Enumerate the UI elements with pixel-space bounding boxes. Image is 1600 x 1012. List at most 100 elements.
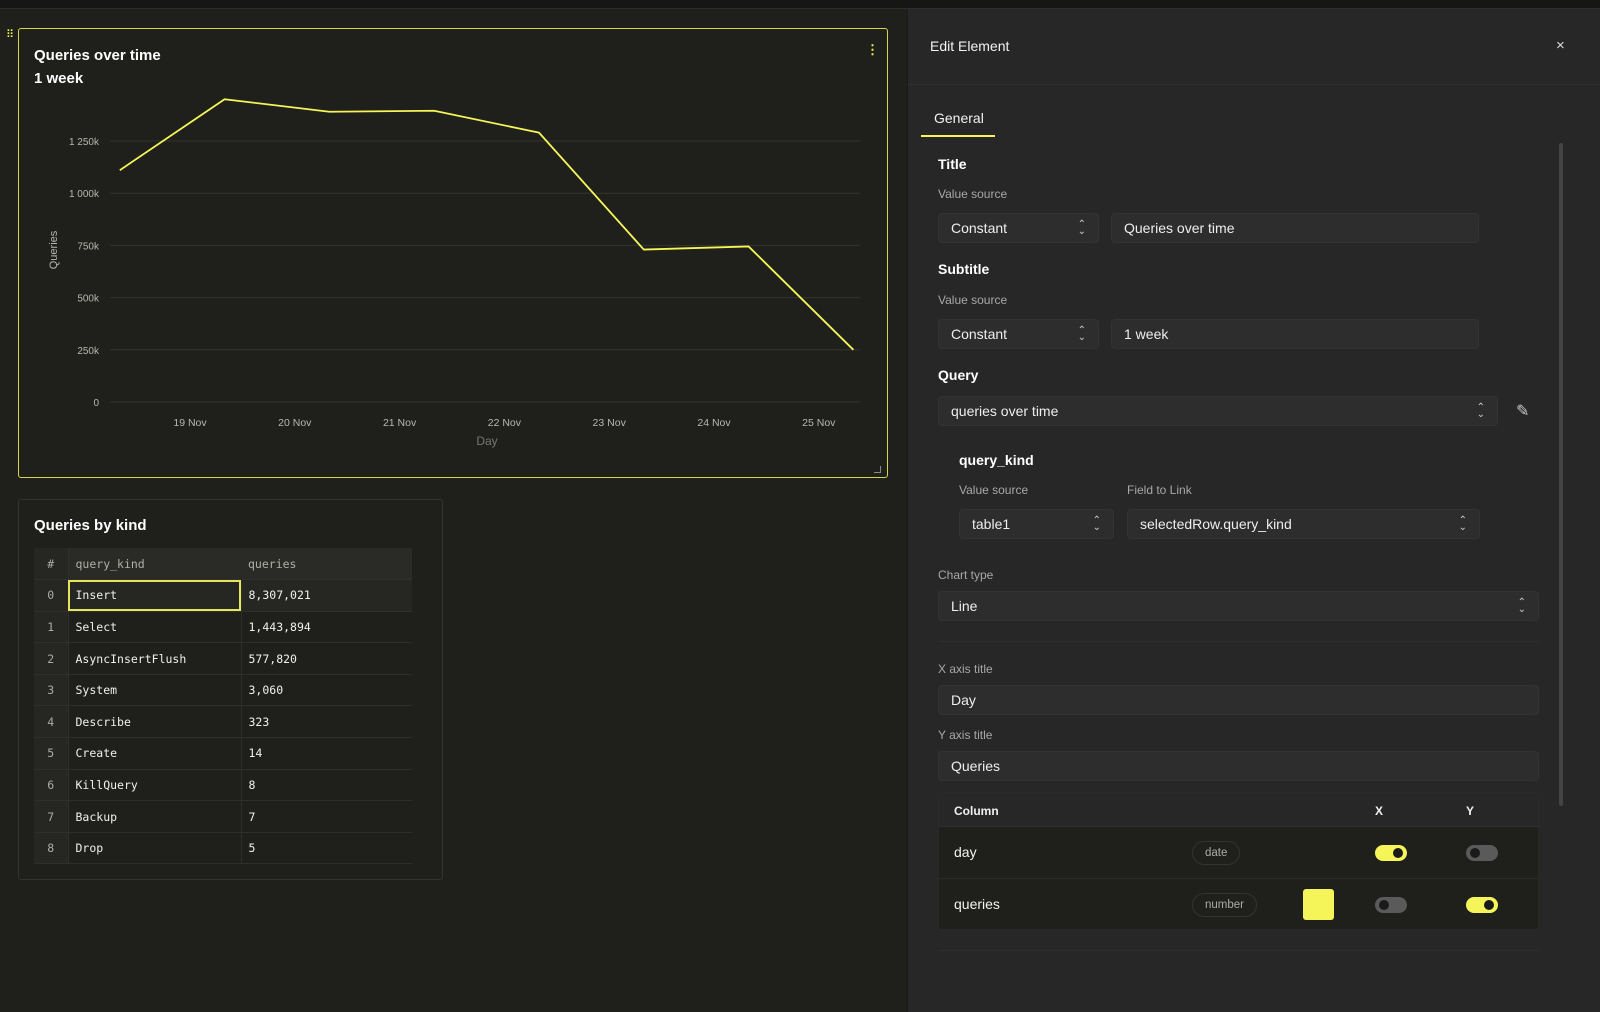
column-header-index[interactable]: # xyxy=(34,548,69,581)
table-row[interactable]: 8 Drop 5 xyxy=(34,832,412,865)
row-index[interactable]: 7 xyxy=(34,800,69,833)
x-tick-label: 19 Nov xyxy=(173,417,207,429)
queries-cell[interactable]: 8 xyxy=(241,769,412,802)
divider xyxy=(938,641,1539,642)
column-header: Column xyxy=(954,804,999,818)
queries-cell[interactable]: 323 xyxy=(241,705,412,739)
query-kind-cell[interactable]: Insert xyxy=(68,579,242,612)
series-color-swatch[interactable] xyxy=(1303,889,1334,920)
y-tick-label: 500k xyxy=(77,294,100,305)
chart-type-select[interactable]: Line ⌃ ⌄ xyxy=(938,591,1539,621)
column-header-queries[interactable]: queries xyxy=(241,548,412,581)
table-row[interactable]: 3 System 3,060 xyxy=(34,674,412,707)
x-axis-title: Day xyxy=(476,434,497,448)
y-toggle[interactable] xyxy=(1466,845,1498,861)
row-index[interactable]: 0 xyxy=(34,579,69,612)
subtitle-value-input[interactable]: 1 week xyxy=(1111,319,1479,349)
y-toggle[interactable] xyxy=(1466,897,1498,913)
select-value: queries over time xyxy=(951,403,1059,419)
title-source-select[interactable]: Constant ⌃ ⌄ xyxy=(938,213,1099,243)
close-icon[interactable]: × xyxy=(1556,37,1565,54)
query-kind-cell[interactable]: KillQuery xyxy=(68,769,242,802)
resize-handle-icon[interactable] xyxy=(874,466,881,473)
row-index[interactable]: 8 xyxy=(34,832,69,865)
param-heading: query_kind xyxy=(959,452,1034,468)
row-index[interactable]: 3 xyxy=(34,674,69,707)
table-row[interactable]: 7 Backup 7 xyxy=(34,800,412,833)
chevron-updown-icon: ⌃ ⌄ xyxy=(1517,597,1526,615)
table-row[interactable]: 6 KillQuery 8 xyxy=(34,769,412,802)
chevron-updown-icon: ⌃ ⌄ xyxy=(1077,219,1086,237)
title-source-label: Value source xyxy=(938,187,1008,201)
query-kind-cell[interactable]: AsyncInsertFlush xyxy=(68,642,242,675)
param-source-label: Value source xyxy=(959,483,1029,497)
query-kind-cell[interactable]: Create xyxy=(68,737,242,770)
row-index[interactable]: 2 xyxy=(34,642,69,675)
table-row[interactable]: 2 AsyncInsertFlush 577,820 xyxy=(34,642,412,675)
chevron-updown-icon: ⌃ ⌄ xyxy=(1476,402,1485,420)
column-header-query-kind[interactable]: query_kind xyxy=(68,548,241,581)
queries-table: # query_kind queries 0 Insert 8,307,021 1 Se… xyxy=(34,548,412,865)
x-tick-label: 20 Nov xyxy=(278,417,312,429)
query-kind-cell[interactable]: Backup xyxy=(68,800,242,833)
x-axis-title-label: X axis title xyxy=(938,662,993,676)
x-toggle[interactable] xyxy=(1375,897,1407,913)
query-kind-cell[interactable]: System xyxy=(68,674,242,707)
row-index[interactable]: 5 xyxy=(34,737,69,770)
x-tick-label: 24 Nov xyxy=(697,417,731,429)
table-row[interactable]: 5 Create 14 xyxy=(34,737,412,770)
y-axis-title-input[interactable]: Queries xyxy=(938,751,1539,781)
chevron-updown-icon: ⌃ ⌄ xyxy=(1092,515,1101,533)
panel-title: Edit Element xyxy=(930,38,1010,54)
chevron-updown-icon: ⌃ ⌄ xyxy=(1458,515,1467,533)
queries-cell[interactable]: 3,060 xyxy=(241,674,412,707)
more-options-icon[interactable]: ⋮ xyxy=(866,42,879,57)
chart-title: Queries over time xyxy=(34,47,161,64)
y-tick-label: 0 xyxy=(93,398,99,409)
query-heading: Query xyxy=(938,367,979,383)
select-value: Line xyxy=(951,598,978,614)
select-value: table1 xyxy=(972,516,1011,532)
y-tick-label: 1 250k xyxy=(69,137,100,148)
tab-general[interactable]: General xyxy=(934,110,984,126)
select-value: Constant xyxy=(951,220,1008,236)
queries-cell[interactable]: 7 xyxy=(241,800,412,833)
table-row[interactable]: 4 Describe 323 xyxy=(34,705,412,739)
row-index[interactable]: 1 xyxy=(34,611,69,644)
subtitle-heading: Subtitle xyxy=(938,261,990,277)
row-index[interactable]: 6 xyxy=(34,769,69,802)
param-source-select[interactable]: table1 ⌃ ⌄ xyxy=(959,509,1114,539)
x-tick-label: 22 Nov xyxy=(488,417,522,429)
tab-underline xyxy=(921,135,995,137)
table-row[interactable]: 0 Insert 8,307,021 xyxy=(34,579,412,612)
y-tick-label: 250k xyxy=(77,346,100,357)
row-index[interactable]: 4 xyxy=(34,705,69,739)
x-toggle[interactable] xyxy=(1375,845,1407,861)
query-kind-cell[interactable]: Drop xyxy=(68,832,242,865)
x-tick-label: 21 Nov xyxy=(383,417,417,429)
queries-cell[interactable]: 577,820 xyxy=(241,642,412,675)
param-field-select[interactable]: selectedRow.query_kind ⌃ ⌄ xyxy=(1127,509,1480,539)
subtitle-source-select[interactable]: Constant ⌃ ⌄ xyxy=(938,319,1099,349)
query-select[interactable]: queries over time ⌃ ⌄ xyxy=(938,396,1498,426)
query-kind-cell[interactable]: Describe xyxy=(68,705,242,739)
queries-cell[interactable]: 8,307,021 xyxy=(241,579,412,612)
queries-cell[interactable]: 5 xyxy=(241,832,412,865)
scrollbar[interactable] xyxy=(1559,143,1563,806)
columns-table: Column X Y day date queries number xyxy=(938,792,1539,930)
chart-type-label: Chart type xyxy=(938,568,994,582)
param-field-label: Field to Link xyxy=(1127,483,1192,497)
type-badge: number xyxy=(1192,893,1257,917)
title-value-input[interactable]: Queries over time xyxy=(1111,213,1479,243)
chart-card[interactable] xyxy=(18,28,888,478)
select-value: selectedRow.query_kind xyxy=(1140,516,1292,532)
table-row[interactable]: 1 Select 1,443,894 xyxy=(34,611,412,644)
query-kind-cell[interactable]: Select xyxy=(68,611,242,644)
x-tick-label: 23 Nov xyxy=(593,417,627,429)
x-axis-title-input[interactable]: Day xyxy=(938,685,1539,715)
queries-cell[interactable]: 14 xyxy=(241,737,412,770)
select-value: Constant xyxy=(951,326,1008,342)
drag-handle-icon[interactable]: ⠿ xyxy=(6,29,14,41)
queries-cell[interactable]: 1,443,894 xyxy=(241,611,412,644)
edit-pencil-icon[interactable]: ✎ xyxy=(1516,403,1530,420)
